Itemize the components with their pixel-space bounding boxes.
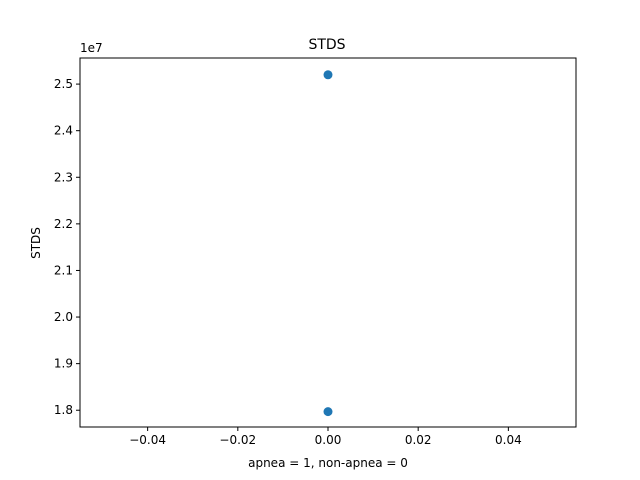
y-tick-label: 2.0 [54, 310, 73, 324]
x-tick-label: 0.04 [495, 433, 522, 447]
x-tick-label: 0.00 [315, 433, 342, 447]
y-tick-label: 2.4 [54, 124, 73, 138]
y-axis-ticks: 1.8 1.9 2.0 2.1 2.2 2.3 2.4 2.5 [54, 77, 80, 417]
y-axis-label: STDS [29, 227, 43, 259]
x-tick-label: −0.04 [129, 433, 166, 447]
y-tick-label: 2.5 [54, 77, 73, 91]
x-axis-label: apnea = 1, non-apnea = 0 [248, 456, 408, 470]
y-tick-label: 1.8 [54, 403, 73, 417]
y-tick-label: 2.1 [54, 263, 73, 277]
y-tick-label: 2.3 [54, 170, 73, 184]
data-point [323, 407, 333, 417]
x-tick-label: 0.02 [405, 433, 432, 447]
chart-title: STDS [308, 37, 345, 53]
y-tick-label: 2.2 [54, 217, 73, 231]
data-points [323, 70, 333, 417]
y-offset-label: 1e7 [80, 41, 103, 55]
x-tick-label: −0.02 [219, 433, 256, 447]
plot-area-frame [79, 57, 577, 428]
data-point [323, 70, 333, 80]
x-axis-ticks: −0.04 −0.02 0.00 0.02 0.04 [129, 427, 522, 447]
y-tick-label: 1.9 [54, 357, 73, 371]
